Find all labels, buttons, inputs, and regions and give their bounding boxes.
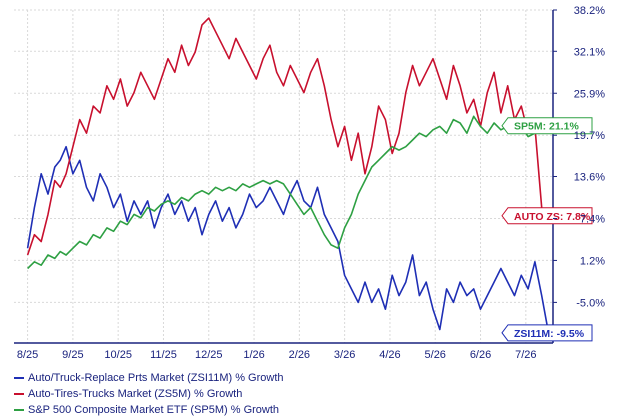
y-tick-label: 19.7% xyxy=(574,130,605,142)
legend-label: S&P 500 Composite Market ETF (SP5M) % Gr… xyxy=(28,404,280,416)
end-tag-1: AUTO ZS: 7.8% xyxy=(501,207,593,225)
x-tick-label: 7/26 xyxy=(515,349,536,361)
series-layer xyxy=(26,17,550,333)
x-tick-label: 12/25 xyxy=(195,349,223,361)
x-tick-label: 8/25 xyxy=(17,349,38,361)
legend-swatch xyxy=(14,393,24,395)
grid-lines xyxy=(14,9,553,343)
end-tag-label: ZSI11M: -9.5% xyxy=(514,328,585,340)
legend-swatch xyxy=(14,377,24,379)
y-tick-labels: 38.2% 32.1% 25.9% 19.7% 13.6% 7.4% 1.2% -5.0% xyxy=(553,5,605,309)
x-tick-label: 10/25 xyxy=(104,349,132,361)
y-tick-label: 13.6% xyxy=(574,172,605,184)
end-tag-box xyxy=(501,324,593,342)
legend-item-zsi11m: Auto/Truck-Replace Prts Market (ZSI11M) … xyxy=(14,370,284,386)
series-line-1 xyxy=(26,17,550,256)
x-tick-labels: 8/25 9/25 10/25 11/25 12/25 1/26 2/26 3/26 4/26 5… xyxy=(17,349,537,361)
y-tick-label: 32.1% xyxy=(574,46,605,58)
x-tick-label: 6/26 xyxy=(470,349,491,361)
legend-item-zs5m: Auto-Tires-Trucks Market (ZS5M) % Growth xyxy=(14,386,284,402)
x-tick-label: 2/26 xyxy=(289,349,310,361)
x-tick-label: 4/26 xyxy=(379,349,400,361)
y-tick-label: 38.2% xyxy=(574,5,605,17)
legend: Auto/Truck-Replace Prts Market (ZSI11M) … xyxy=(14,370,284,418)
legend-label: Auto-Tires-Trucks Market (ZS5M) % Growth xyxy=(28,388,243,400)
y-tick-label: 25.9% xyxy=(574,88,605,100)
y-tick-label: 1.2% xyxy=(580,255,605,267)
x-tick-label: 5/26 xyxy=(425,349,446,361)
series-line-0 xyxy=(26,145,550,333)
y-tick-label: 7.4% xyxy=(580,213,605,225)
end-tag-box xyxy=(501,117,593,135)
end-value-tags: ZSI11M: -9.5% AUTO ZS: 7.8% SP5M: 21.1% xyxy=(501,117,593,342)
legend-item-sp5m: S&P 500 Composite Market ETF (SP5M) % Gr… xyxy=(14,402,284,418)
y-tick-label: -5.0% xyxy=(576,297,605,309)
x-tick-label: 3/26 xyxy=(334,349,355,361)
end-tag-2: SP5M: 21.1% xyxy=(501,117,593,135)
x-tick-label: 11/25 xyxy=(150,349,177,361)
end-tag-0: ZSI11M: -9.5% xyxy=(501,324,593,342)
x-tick-label: 1/26 xyxy=(243,349,264,361)
end-tag-label: AUTO ZS: 7.8% xyxy=(514,211,591,223)
end-tag-box xyxy=(501,207,593,225)
legend-label: Auto/Truck-Replace Prts Market (ZSI11M) … xyxy=(28,372,284,384)
x-tick-label: 9/25 xyxy=(62,349,83,361)
end-tag-label: SP5M: 21.1% xyxy=(514,121,579,133)
legend-swatch xyxy=(14,409,24,411)
series-line-2 xyxy=(27,115,549,270)
